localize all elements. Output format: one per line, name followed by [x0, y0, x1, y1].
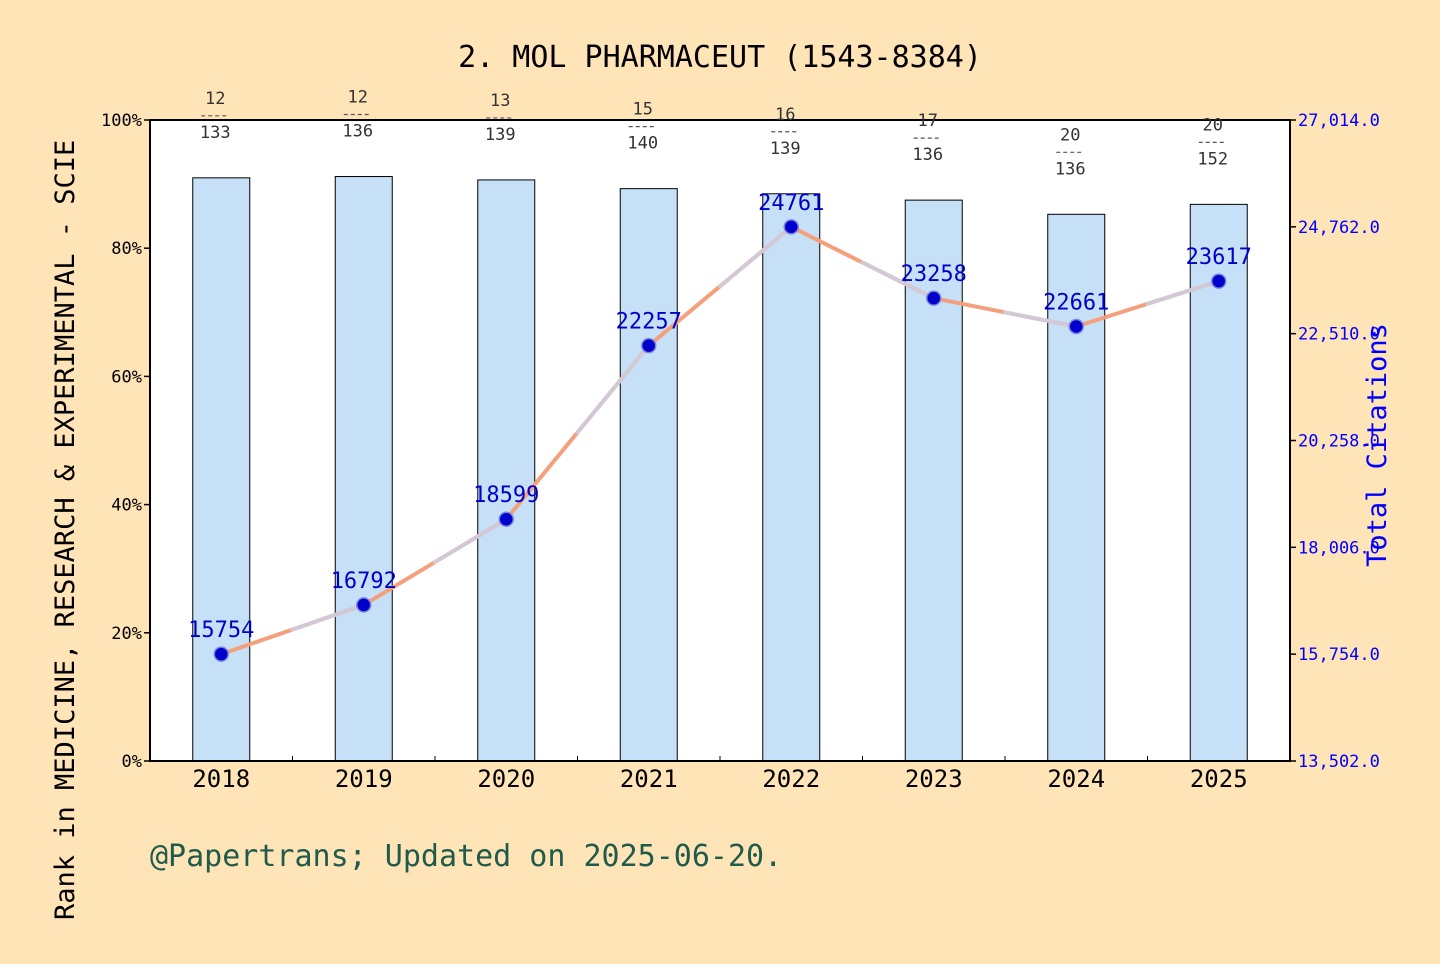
chart-title: 2. MOL PHARMACEUT (1543-8384): [458, 40, 982, 75]
citation-line-highlight: [290, 602, 366, 632]
citation-point-2018: [213, 646, 229, 662]
rank-label-2019: 12: [348, 88, 368, 108]
citation-point-2019: [356, 597, 372, 613]
rank-label-2020: 13: [490, 91, 510, 111]
rank-label-2022: 16: [775, 105, 795, 125]
x-tick-label-2022: 2022: [762, 765, 820, 793]
total-label-2021: 140: [627, 134, 658, 154]
y-tick-left-label: 80%: [111, 239, 142, 259]
citation-label-2024: 22661: [1043, 291, 1109, 316]
rank-label-2024: 20: [1060, 125, 1080, 145]
citation-point-2023: [926, 290, 942, 306]
total-label-2023: 136: [912, 145, 943, 165]
total-label-2024: 136: [1055, 159, 1086, 179]
citation-line-highlight: [860, 260, 936, 301]
x-tick-label-2025: 2025: [1190, 765, 1248, 793]
y-tick-right-label: 27,014.0: [1298, 111, 1380, 131]
y-axis-left-label: Rank in MEDICINE, RESEARCH & EXPERIMENTA…: [50, 140, 81, 920]
citation-line-highlight: [718, 224, 794, 289]
y-axis-right-label: Total Citations: [1362, 323, 1393, 567]
citation-label-2018: 15754: [188, 618, 254, 643]
total-label-2022: 139: [770, 139, 801, 159]
citation-label-2025: 23617: [1186, 245, 1252, 270]
citation-point-2024: [1068, 318, 1084, 335]
x-tick-label-2018: 2018: [192, 765, 250, 793]
citation-label-2019: 16792: [331, 569, 397, 594]
citation-line-highlight: [1003, 310, 1079, 329]
bar-2024: [1047, 213, 1106, 762]
bar-2020: [477, 179, 536, 762]
bar-2018: [192, 177, 251, 762]
bar-2021: [619, 188, 678, 762]
citation-line-highlight: [433, 517, 509, 565]
total-label-2019: 136: [342, 122, 373, 142]
x-tick-label-2024: 2024: [1047, 765, 1105, 793]
footer-credit: @Papertrans; Updated on 2025-06-20.: [150, 839, 782, 874]
total-label-2025: 152: [1197, 149, 1228, 169]
x-tick-label-2019: 2019: [335, 765, 393, 793]
rank-label-2023: 17: [918, 111, 938, 131]
y-tick-right-label: 22,510.0: [1298, 325, 1380, 345]
y-tick-right-label: 24,762.0: [1298, 218, 1380, 238]
rank-label-2025: 20: [1203, 115, 1223, 135]
rank-label-2018: 12: [205, 89, 225, 109]
plot-area: [149, 119, 1291, 762]
citation-point-2020: [498, 511, 514, 527]
rank-label-2021: 15: [633, 100, 653, 120]
citation-point-2021: [641, 337, 657, 354]
bar-2025: [1189, 203, 1248, 762]
y-tick-right-label: 20,258.0: [1298, 432, 1380, 452]
y-tick-left-label: 100%: [101, 111, 142, 131]
x-tick-label-2023: 2023: [905, 765, 963, 793]
citation-point-2022: [783, 219, 799, 235]
y-tick-right-label: 13,502.0: [1298, 752, 1380, 772]
y-tick-left-label: 0%: [122, 752, 142, 772]
y-tick-left-label: 20%: [111, 624, 142, 644]
y-tick-left-label: 60%: [111, 367, 142, 387]
citation-line-highlight: [1145, 279, 1221, 306]
y-tick-left-label: 40%: [111, 496, 142, 516]
citation-label-2023: 23258: [901, 262, 967, 287]
citation-line-highlight: [575, 343, 651, 435]
total-label-2020: 139: [485, 125, 516, 145]
x-tick-label-2020: 2020: [477, 765, 535, 793]
citation-point-2025: [1211, 273, 1227, 289]
citation-label-2020: 18599: [473, 483, 539, 508]
citation-label-2022: 24761: [758, 191, 824, 216]
y-tick-right-label: 18,006.0: [1298, 538, 1380, 558]
bar-2022: [762, 193, 821, 762]
y-tick-right-label: 15,754.0: [1298, 645, 1380, 665]
x-tick-label-2021: 2021: [620, 765, 678, 793]
total-label-2018: 133: [200, 123, 231, 143]
citation-label-2021: 22257: [616, 310, 682, 335]
bar-2019: [334, 176, 393, 762]
